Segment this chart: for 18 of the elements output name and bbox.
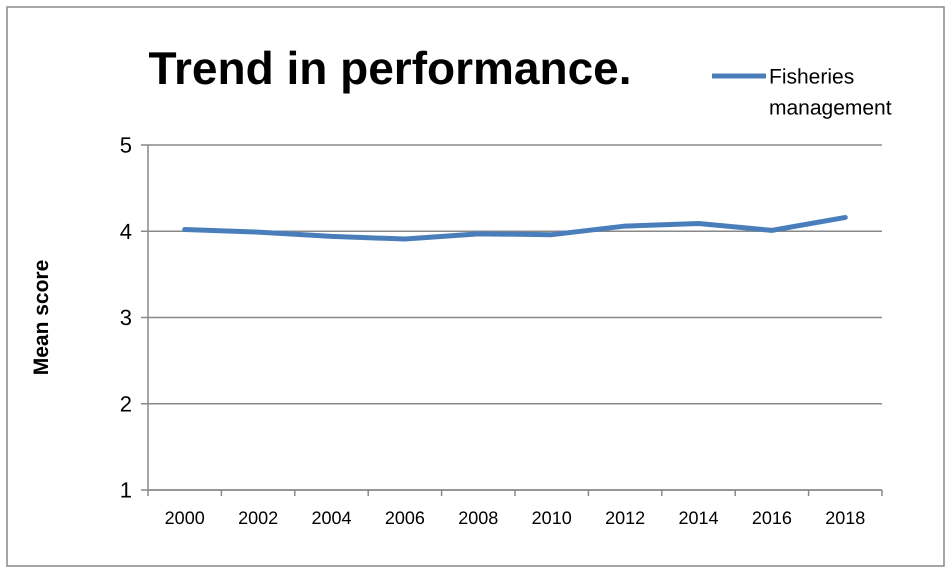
x-tick-label: 2006 [384,508,425,528]
x-tick-label: 2018 [825,508,866,528]
x-tick-label: 2012 [605,508,646,528]
x-tick-label: 2000 [164,508,205,528]
x-tick-label: 2002 [238,508,278,528]
y-tick-label: 4 [120,218,132,244]
x-tick-label: 2016 [752,508,792,528]
x-tick-label: 2010 [532,508,572,528]
x-tick-label: 2008 [458,508,498,528]
x-tick-label: 2004 [311,508,352,528]
chart-title: Trend in performance. [148,42,632,94]
y-tick-label: 5 [120,132,132,158]
y-tick-label: 1 [120,478,132,503]
legend-label: Fisheries management [769,65,892,120]
x-tick-label: 2014 [678,508,719,528]
y-tick-label: 2 [120,391,132,416]
y-tick-label: 3 [120,305,132,330]
y-axis-title: Mean score [30,260,53,376]
